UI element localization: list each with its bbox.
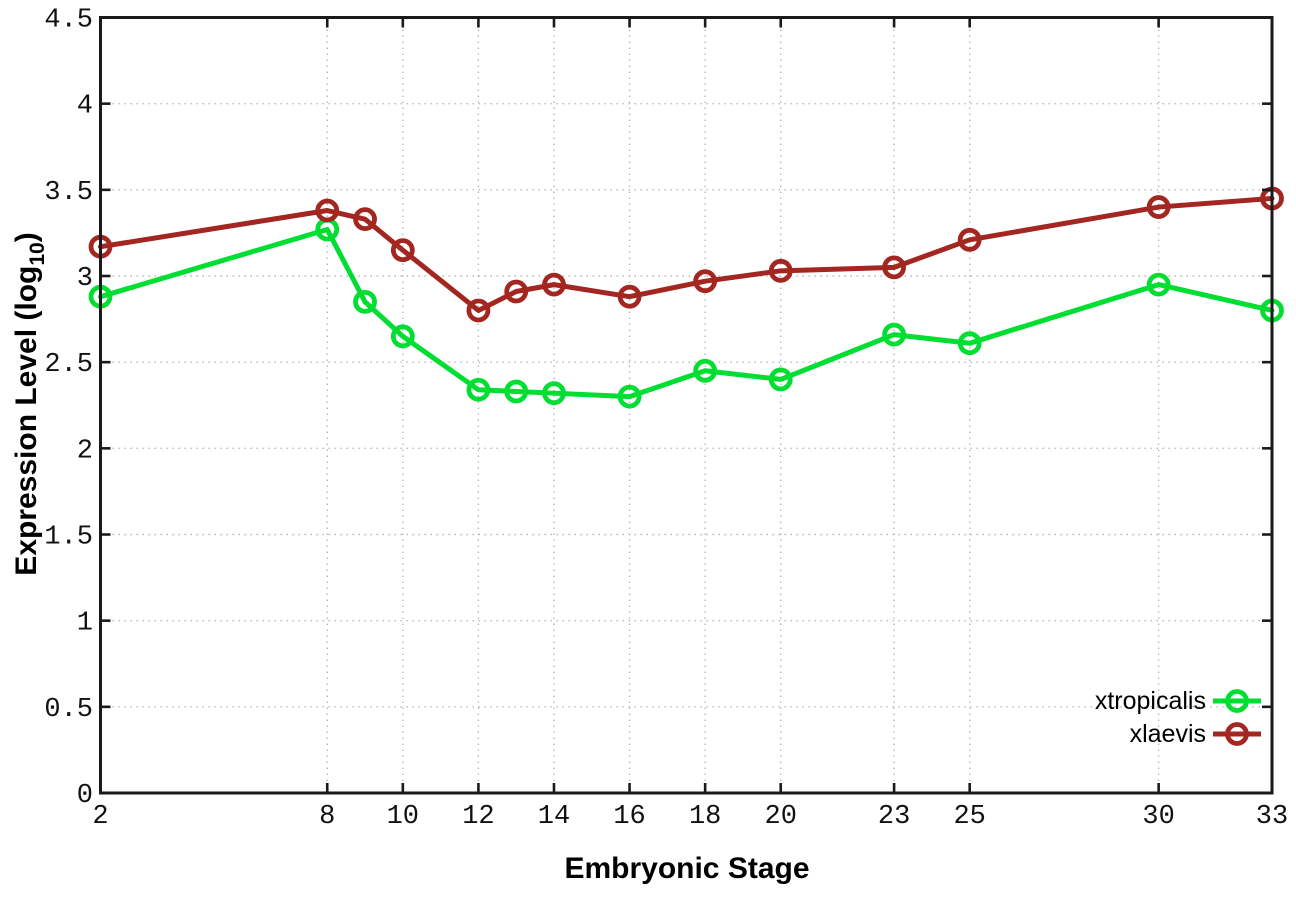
data-point-xlaevis-13 xyxy=(504,279,529,304)
x-tick-label-10: 10 xyxy=(387,802,419,832)
data-point-xlaevis-8 xyxy=(315,198,340,223)
data-point-xlaevis-14 xyxy=(542,272,566,297)
legend-item-xtropicalis: xtropicalis xyxy=(1095,687,1261,715)
legend-item-xlaevis: xlaevis xyxy=(1130,720,1261,748)
x-tick-label-33: 33 xyxy=(1256,802,1288,832)
data-point-xlaevis-18 xyxy=(693,269,718,294)
data-point-xtropicalis-13 xyxy=(504,379,529,404)
x-tick-label-18: 18 xyxy=(689,802,721,832)
data-point-xlaevis-23 xyxy=(882,255,906,280)
legend-label-xlaevis: xlaevis xyxy=(1130,720,1206,748)
legend-label-xtropicalis: xtropicalis xyxy=(1095,687,1206,715)
series-layer xyxy=(88,186,1284,409)
legend: xtropicalis xlaevis xyxy=(1095,687,1261,748)
border-layer xyxy=(99,16,1274,795)
x-tick-label-25: 25 xyxy=(953,802,985,832)
x-tick-label-23: 23 xyxy=(878,802,910,832)
y-tick-label-3: 3 xyxy=(77,264,93,294)
tick-label-layer: 0 0.5 1 1.5 2 2.5 3 3.5 4 4.5 2 8 10 12 14 16 18 20 23 25 30… xyxy=(44,6,1288,833)
x-tick-label-2: 2 xyxy=(92,802,108,832)
data-point-xtropicalis-25 xyxy=(957,331,982,356)
x-tick-label-30: 30 xyxy=(1142,802,1174,832)
x-tick-label-8: 8 xyxy=(319,802,335,832)
y-tick-label-2: 2 xyxy=(77,436,93,466)
x-tick-label-12: 12 xyxy=(462,802,494,832)
grid-layer xyxy=(99,16,1273,794)
data-point-xtropicalis-20 xyxy=(768,367,793,392)
data-point-xlaevis-20 xyxy=(768,258,793,283)
legend-sample-marker-xlaevis xyxy=(1225,722,1249,746)
x-tick-label-14: 14 xyxy=(538,802,570,832)
y-axis-title: Expression Level (log10) xyxy=(10,232,49,575)
y-tick-label-0.5: 0.5 xyxy=(44,695,93,725)
data-point-xtropicalis-16 xyxy=(617,384,642,409)
data-point-xtropicalis-10 xyxy=(390,324,415,349)
y-tick-label-2.5: 2.5 xyxy=(44,350,93,380)
x-axis-title: Embryonic Stage xyxy=(564,852,809,885)
series-line-xtropicalis xyxy=(98,226,1275,400)
data-point-xtropicalis-12 xyxy=(466,377,491,402)
data-point-xtropicalis-9 xyxy=(353,289,377,314)
x-tick-label-20: 20 xyxy=(765,802,797,832)
y-tick-label-1: 1 xyxy=(77,609,93,639)
x-tick-label-16: 16 xyxy=(613,802,645,832)
legend-sample-marker-xtropicalis xyxy=(1225,689,1249,713)
series-line-xlaevis xyxy=(98,195,1275,313)
y-tick-label-3.5: 3.5 xyxy=(44,178,93,208)
y-tick-label-0: 0 xyxy=(77,781,93,811)
plot-border xyxy=(99,16,1274,795)
data-point-xlaevis-9 xyxy=(353,207,377,232)
data-point-xlaevis-16 xyxy=(617,284,642,309)
data-point-xlaevis-12 xyxy=(466,298,491,323)
y-tick-label-4: 4 xyxy=(77,92,93,122)
data-point-xtropicalis-30 xyxy=(1146,272,1171,297)
data-point-xtropicalis-14 xyxy=(542,381,566,406)
data-point-xlaevis-30 xyxy=(1146,195,1171,219)
data-point-xtropicalis-18 xyxy=(693,358,718,383)
y-tick-label-4.5: 4.5 xyxy=(44,6,93,36)
data-point-xlaevis-10 xyxy=(390,238,415,263)
y-tick-label-1.5: 1.5 xyxy=(44,523,93,553)
data-point-xlaevis-25 xyxy=(957,227,982,252)
series-xtropicalis xyxy=(88,217,1284,409)
data-point-xtropicalis-23 xyxy=(882,322,906,347)
